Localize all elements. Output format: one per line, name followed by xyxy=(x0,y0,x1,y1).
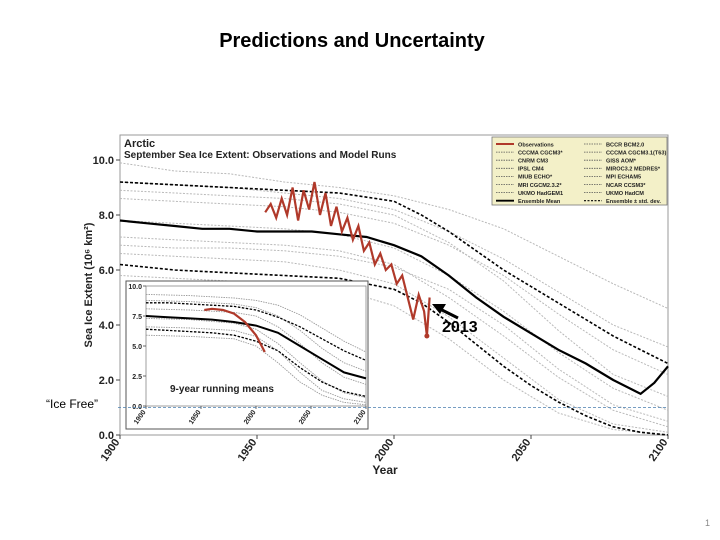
model-run-line xyxy=(119,275,669,436)
legend-label: MRI CGCM2.3.2* xyxy=(518,183,562,189)
annotation-label: 2013 xyxy=(442,319,478,336)
x-axis-label: Year xyxy=(372,463,398,477)
model-run-line xyxy=(119,244,669,422)
chart-title: Arctic xyxy=(124,138,155,150)
legend-label: NCAR CCSM3* xyxy=(606,183,646,189)
ensemble-upper-line xyxy=(119,181,669,365)
legend: Observations BCCR BCM2.0 CCCMA CGCM3* CCCMA… xyxy=(491,136,668,206)
legend-label: MIROC3.2 MEDRES* xyxy=(606,167,661,173)
inset-y-tick-label: 10.0 xyxy=(128,284,142,291)
observations-line xyxy=(264,181,431,337)
legend-label: UKMO HadGEM1 xyxy=(518,191,563,197)
legend-label: CCCMA CGCM3.1(T63) xyxy=(606,150,667,156)
legend-label: MPI ECHAM5 xyxy=(606,175,641,181)
inset-model-run-line xyxy=(145,334,367,406)
inset-ensemble-upper-line xyxy=(146,302,367,361)
inset-y-tick-label: 2.5 xyxy=(132,374,142,381)
model-run-line xyxy=(119,189,669,397)
legend-label: Ensemble Mean xyxy=(518,199,561,205)
page-number: 1 xyxy=(704,518,710,528)
model-run-line xyxy=(119,162,669,309)
legend-label: CCCMA CGCM3* xyxy=(518,150,563,156)
annotation-2013: 2013 xyxy=(432,304,478,336)
y-tick-label: 8.0 xyxy=(99,210,114,222)
inset-title: 9-year running means xyxy=(170,384,274,395)
model-run-line xyxy=(119,220,669,411)
x-tick-label: 2050 xyxy=(510,437,534,464)
legend-label: CNRM CM3 xyxy=(518,159,548,165)
observation-point xyxy=(424,333,430,339)
legend-label: UKMO HadCM xyxy=(606,191,644,197)
inset-observations-line xyxy=(204,307,266,353)
model-run-line xyxy=(119,198,669,375)
legend-label: MIUB ECHO* xyxy=(518,175,553,181)
model-run-line xyxy=(119,253,669,433)
y-tick-label: 0.0 xyxy=(99,430,114,442)
x-tick-label: 1950 xyxy=(236,437,260,464)
legend-label: Observations xyxy=(518,142,554,148)
y-axis-label: Sea Ice Extent (10⁶ km²) xyxy=(83,222,95,347)
inset-model-run-line xyxy=(145,326,367,403)
y-tick-label: 6.0 xyxy=(99,265,114,277)
y-tick-label: 4.0 xyxy=(99,320,114,332)
inset-y-tick-label: 7.5 xyxy=(132,314,142,321)
y-tick-label: 10.0 xyxy=(93,155,114,167)
chart-subtitle: September Sea Ice Extent: Observations a… xyxy=(124,150,397,161)
inset-y-tick-label: 0.0 xyxy=(132,404,142,411)
ensemble-lower-line xyxy=(119,263,669,436)
inset-ensemble-mean-line xyxy=(145,315,367,380)
y-tick-label: 2.0 xyxy=(99,375,114,387)
x-tick-label: 2100 xyxy=(647,437,671,464)
inset-model-run-line xyxy=(145,317,367,399)
slide-title: Predictions and Uncertainty xyxy=(219,30,485,52)
inset-model-run-line xyxy=(145,299,367,372)
ensemble-mean-line xyxy=(119,219,669,396)
x-tick-label: 2000 xyxy=(373,437,397,464)
ice-free-label: “Ice Free” xyxy=(46,397,99,411)
inset-y-tick-label: 5.0 xyxy=(132,344,142,351)
model-run-line xyxy=(119,236,669,428)
legend-label: BCCR BCM2.0 xyxy=(606,142,644,148)
legend-label: GISS AOM* xyxy=(606,159,637,165)
annotation-arrow-head xyxy=(432,304,446,314)
inset-ensemble-lower-line xyxy=(145,328,367,398)
legend-box xyxy=(491,136,668,206)
legend-label: IPSL CM4 xyxy=(518,167,545,173)
inset-model-run-line xyxy=(145,293,367,353)
legend-label: Ensemble ± std. dev. xyxy=(606,199,661,205)
